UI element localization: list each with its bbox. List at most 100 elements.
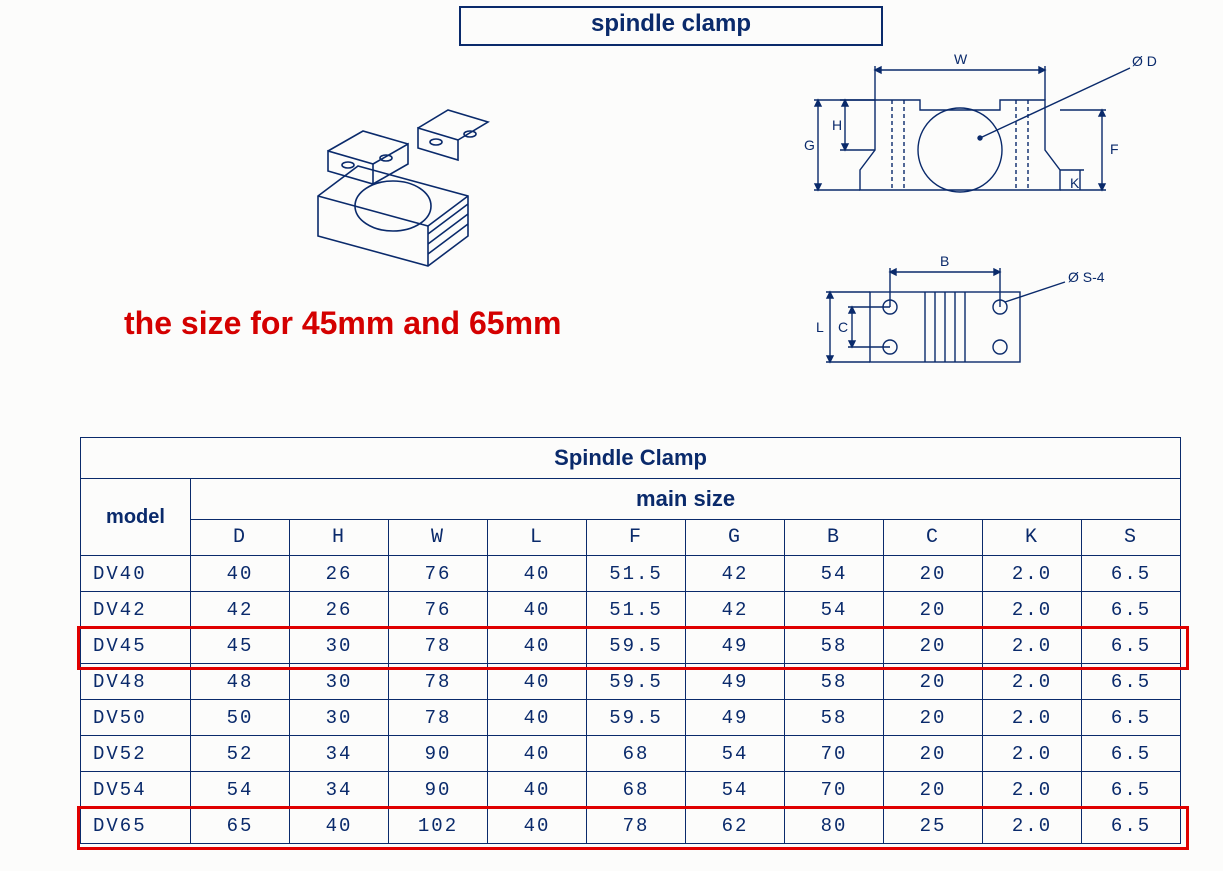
dim-label-k: K — [1070, 175, 1080, 191]
cell-value: 49 — [686, 628, 785, 664]
cell-value: 78 — [389, 700, 488, 736]
cell-value: 49 — [686, 664, 785, 700]
cell-value: 48 — [191, 664, 290, 700]
col-header-g: G — [686, 520, 785, 556]
dim-label-h: H — [832, 117, 842, 133]
cell-value: 40 — [488, 592, 587, 628]
cell-value: 2.0 — [983, 664, 1082, 700]
table-model-header: model — [81, 479, 191, 556]
cell-value: 34 — [290, 736, 389, 772]
cell-value: 6.5 — [1082, 556, 1181, 592]
cell-model: DV45 — [81, 628, 191, 664]
cell-value: 26 — [290, 592, 389, 628]
cell-value: 70 — [785, 736, 884, 772]
cell-value: 50 — [191, 700, 290, 736]
dim-label-g: G — [804, 137, 815, 153]
cell-value: 54 — [686, 736, 785, 772]
cell-value: 34 — [290, 772, 389, 808]
col-header-c: C — [884, 520, 983, 556]
page: spindle clamp — [0, 0, 1223, 871]
cell-value: 2.0 — [983, 592, 1082, 628]
cell-value: 6.5 — [1082, 772, 1181, 808]
cell-value: 2.0 — [983, 736, 1082, 772]
iso-view-diagram — [278, 86, 498, 276]
cell-value: 59.5 — [587, 664, 686, 700]
cell-value: 54 — [785, 592, 884, 628]
cell-value: 58 — [785, 700, 884, 736]
table-row: DV454530784059.54958202.06.5 — [81, 628, 1181, 664]
table-top-title: Spindle Clamp — [81, 438, 1181, 479]
cell-value: 42 — [686, 592, 785, 628]
table-row: DV5454349040685470202.06.5 — [81, 772, 1181, 808]
table-row: DV424226764051.54254202.06.5 — [81, 592, 1181, 628]
cell-value: 2.0 — [983, 808, 1082, 844]
cell-model: DV65 — [81, 808, 191, 844]
cell-value: 65 — [191, 808, 290, 844]
cell-value: 2.0 — [983, 700, 1082, 736]
cell-value: 54 — [785, 556, 884, 592]
col-header-k: K — [983, 520, 1082, 556]
col-header-h: H — [290, 520, 389, 556]
cell-value: 78 — [587, 808, 686, 844]
cell-value: 76 — [389, 592, 488, 628]
cell-model: DV54 — [81, 772, 191, 808]
cell-value: 20 — [884, 700, 983, 736]
cell-model: DV40 — [81, 556, 191, 592]
dim-label-l: L — [816, 319, 824, 335]
cell-value: 70 — [785, 772, 884, 808]
cell-value: 52 — [191, 736, 290, 772]
top-view-diagram: B L C Ø S-4 — [780, 252, 1140, 392]
cell-value: 2.0 — [983, 556, 1082, 592]
cell-value: 20 — [884, 628, 983, 664]
cell-value: 6.5 — [1082, 736, 1181, 772]
dim-label-w: W — [954, 51, 968, 67]
cell-model: DV52 — [81, 736, 191, 772]
cell-value: 6.5 — [1082, 592, 1181, 628]
dim-label-f: F — [1110, 141, 1119, 157]
cell-value: 40 — [488, 772, 587, 808]
col-header-f: F — [587, 520, 686, 556]
dim-label-c: C — [838, 319, 848, 335]
cell-value: 40 — [191, 556, 290, 592]
cell-model: DV50 — [81, 700, 191, 736]
spec-table-wrap: Spindle Clamp model main size DHWLFGBCKS… — [80, 437, 1180, 844]
cell-value: 59.5 — [587, 700, 686, 736]
cell-value: 20 — [884, 772, 983, 808]
cell-value: 49 — [686, 700, 785, 736]
cell-value: 68 — [587, 772, 686, 808]
table-row: DV505030784059.54958202.06.5 — [81, 700, 1181, 736]
cell-value: 90 — [389, 772, 488, 808]
cell-value: 51.5 — [587, 592, 686, 628]
cell-value: 30 — [290, 628, 389, 664]
cell-value: 40 — [488, 736, 587, 772]
cell-value: 30 — [290, 664, 389, 700]
col-header-s: S — [1082, 520, 1181, 556]
cell-value: 58 — [785, 628, 884, 664]
col-header-d: D — [191, 520, 290, 556]
cell-value: 6.5 — [1082, 700, 1181, 736]
cell-value: 6.5 — [1082, 628, 1181, 664]
cell-value: 102 — [389, 808, 488, 844]
cell-value: 76 — [389, 556, 488, 592]
table-row: DV5252349040685470202.06.5 — [81, 736, 1181, 772]
cell-model: DV48 — [81, 664, 191, 700]
cell-value: 40 — [488, 700, 587, 736]
cell-value: 78 — [389, 664, 488, 700]
table-sub-title: main size — [191, 479, 1181, 520]
cell-value: 6.5 — [1082, 808, 1181, 844]
table-row: DV404026764051.54254202.06.5 — [81, 556, 1181, 592]
table-row: DV484830784059.54958202.06.5 — [81, 664, 1181, 700]
cell-value: 40 — [488, 556, 587, 592]
cell-value: 42 — [686, 556, 785, 592]
cell-value: 78 — [389, 628, 488, 664]
cell-value: 40 — [488, 628, 587, 664]
cell-value: 54 — [686, 772, 785, 808]
spec-table: Spindle Clamp model main size DHWLFGBCKS… — [80, 437, 1181, 844]
col-header-w: W — [389, 520, 488, 556]
cell-value: 20 — [884, 556, 983, 592]
cell-model: DV42 — [81, 592, 191, 628]
cell-value: 58 — [785, 664, 884, 700]
cell-value: 40 — [488, 808, 587, 844]
cell-value: 62 — [686, 808, 785, 844]
col-header-l: L — [488, 520, 587, 556]
